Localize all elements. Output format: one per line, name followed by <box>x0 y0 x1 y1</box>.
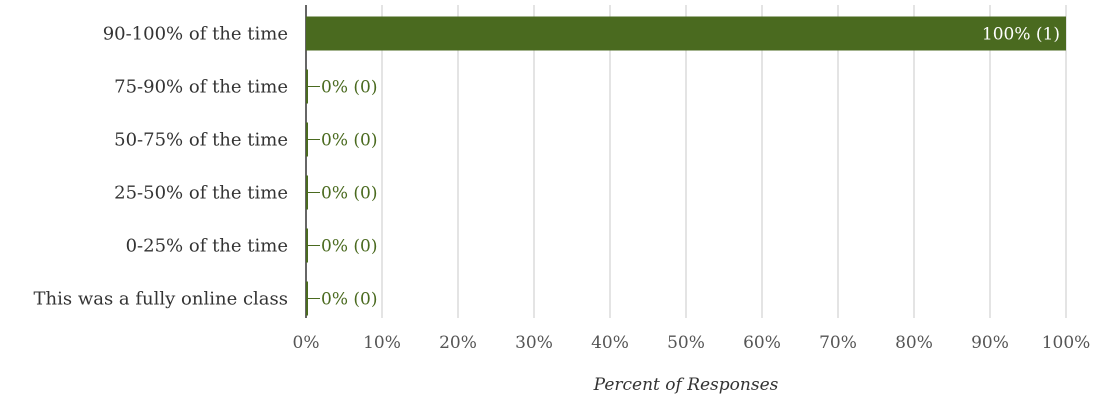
bars <box>306 16 1066 316</box>
x-tick-label: 40% <box>591 333 629 353</box>
data-label: 0% (0) <box>321 184 377 204</box>
bar <box>306 175 308 210</box>
x-tick-label: 60% <box>743 333 781 353</box>
x-tick-label: 10% <box>363 333 401 353</box>
data-label: 0% (0) <box>321 131 377 151</box>
x-tick-label: 20% <box>439 333 477 353</box>
x-axis-title: Percent of Responses <box>593 375 779 395</box>
bar <box>306 16 1066 51</box>
bar <box>306 122 308 157</box>
x-tick-label: 80% <box>895 333 933 353</box>
bar <box>306 228 308 263</box>
bar <box>306 281 308 316</box>
category-label: This was a fully online class <box>34 289 288 310</box>
category-label: 75-90% of the time <box>114 77 288 98</box>
gridlines <box>305 5 1067 318</box>
category-label: 25-50% of the time <box>114 183 288 204</box>
category-labels: 90-100% of the time 75-90% of the time 50-… <box>34 24 288 310</box>
data-label: 0% (0) <box>321 78 377 98</box>
category-label: 0-25% of the time <box>126 236 288 257</box>
x-tick-label: 50% <box>667 333 705 353</box>
x-tick-label: 30% <box>515 333 553 353</box>
data-label: 0% (0) <box>321 290 377 310</box>
data-label: 0% (0) <box>321 237 377 257</box>
x-tick-label: 90% <box>971 333 1009 353</box>
x-tick-labels: 0% 10% 20% 30% 40% 50% 60% 70% 80% 90% 100% <box>293 333 1091 353</box>
data-labels: 100% (1) 0% (0) 0% (0) 0% (0) 0% (0) 0% (0) <box>308 25 1060 310</box>
x-tick-label: 70% <box>819 333 857 353</box>
bar <box>306 69 308 104</box>
x-tick-label: 100% <box>1042 333 1091 353</box>
x-tick-label: 0% <box>293 333 320 353</box>
data-label: 100% (1) <box>982 25 1060 45</box>
category-label: 90-100% of the time <box>103 24 288 45</box>
category-label: 50-75% of the time <box>114 130 288 151</box>
